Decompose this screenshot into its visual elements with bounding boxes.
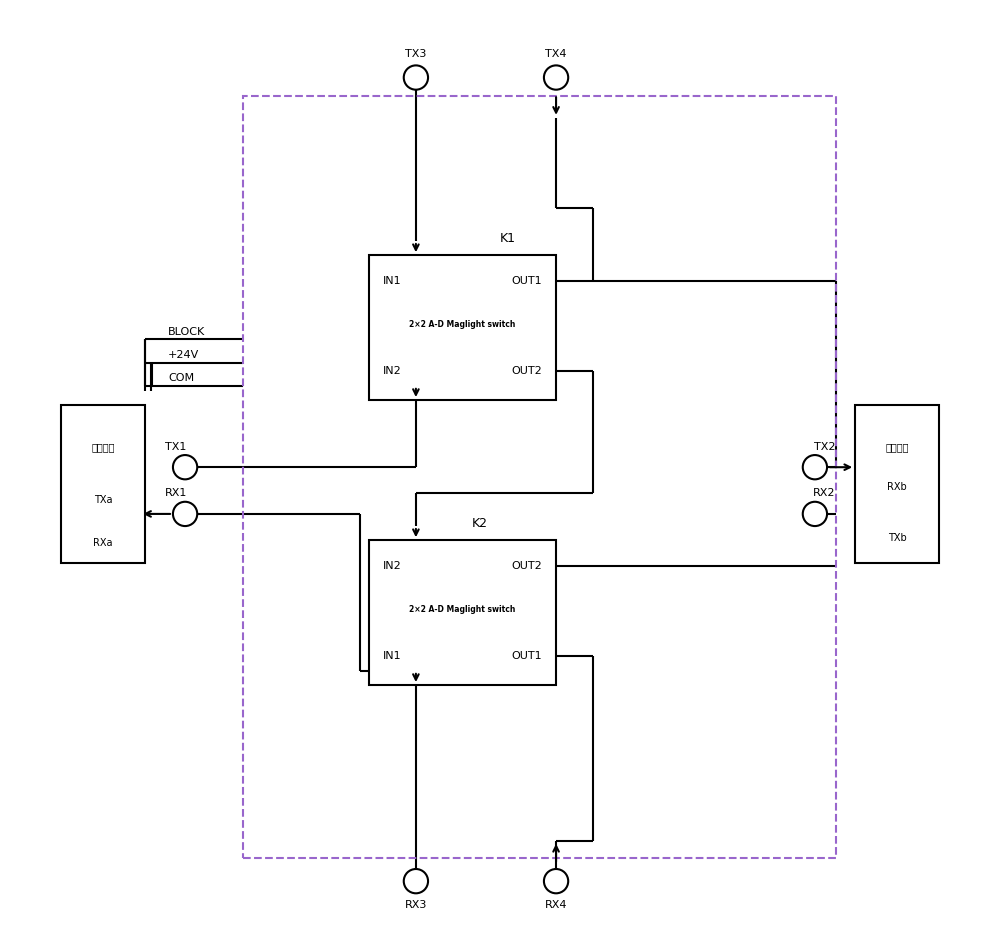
Text: RXa: RXa [93,538,113,548]
Text: TXb: TXb [888,533,907,543]
Text: 2×2 A-D Maglight switch: 2×2 A-D Maglight switch [409,605,516,614]
Text: K1: K1 [500,232,516,244]
Circle shape [173,455,197,479]
Text: K2: K2 [472,517,488,530]
Text: OUT1: OUT1 [511,276,542,286]
Circle shape [173,502,197,526]
Text: OUT2: OUT2 [511,561,542,572]
Text: TX4: TX4 [545,49,567,59]
Text: RX4: RX4 [545,900,567,910]
Text: COM: COM [168,373,194,384]
Text: OUT1: OUT1 [511,651,542,661]
Text: IN1: IN1 [383,276,402,286]
Circle shape [803,502,827,526]
Text: TX3: TX3 [405,49,427,59]
Text: 本侧保护: 本侧保护 [91,443,115,452]
Text: 对侧保护: 对侧保护 [885,443,909,452]
Text: IN2: IN2 [383,366,402,376]
Text: BLOCK: BLOCK [168,327,206,337]
Text: TX2: TX2 [814,442,835,451]
Text: TXa: TXa [94,494,112,505]
Text: TX1: TX1 [165,442,186,451]
Text: RXb: RXb [887,482,907,493]
Text: RX3: RX3 [405,900,427,910]
Circle shape [404,869,428,893]
Bar [61,404,145,563]
Text: RX1: RX1 [165,489,187,498]
Bar [243,96,836,858]
Text: RX2: RX2 [813,489,836,498]
Circle shape [404,66,428,89]
Text: IN2: IN2 [383,561,402,572]
Text: IN1: IN1 [383,651,402,661]
Text: +24V: +24V [168,350,200,360]
Circle shape [544,869,568,893]
Bar [369,540,556,685]
Circle shape [544,66,568,89]
Bar [855,404,939,563]
Circle shape [803,455,827,479]
Text: 2×2 A-D Maglight switch: 2×2 A-D Maglight switch [409,321,516,329]
Bar [369,255,556,400]
Text: OUT2: OUT2 [511,366,542,376]
